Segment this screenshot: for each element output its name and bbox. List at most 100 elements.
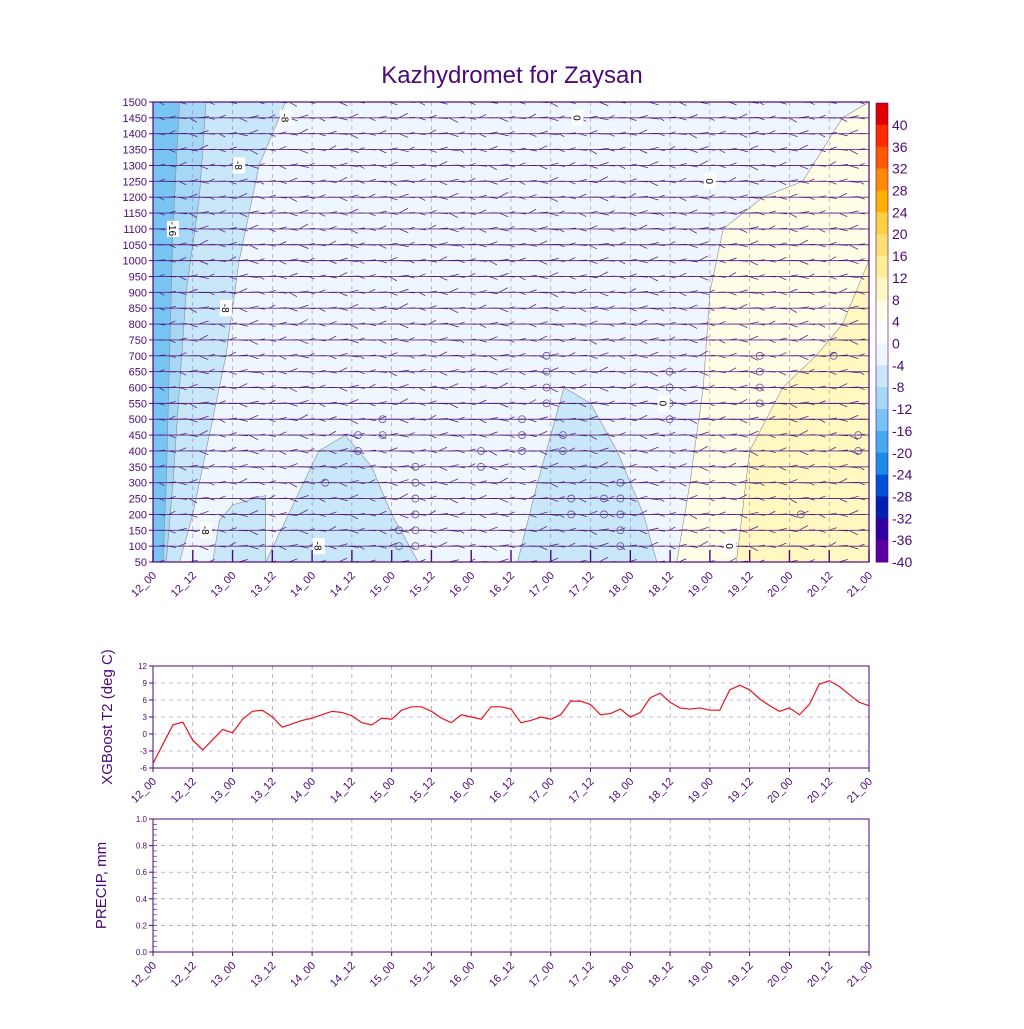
- colorbar-segment: [876, 278, 888, 300]
- colorbar-segment: [876, 103, 888, 125]
- colorbar-label: 24: [892, 204, 908, 220]
- y-tick-label: 900: [129, 287, 147, 299]
- colorbar-label: 36: [892, 139, 908, 155]
- barb: [869, 134, 875, 137]
- y-tick-label: 1200: [123, 192, 147, 204]
- colorbar-label: 32: [892, 161, 908, 177]
- y-axis-label: PRECIP, mm: [93, 842, 110, 929]
- contour-label: -16: [166, 221, 179, 237]
- y-tick-label: 1300: [123, 160, 147, 172]
- x-tick-label: 12_12: [169, 776, 199, 806]
- x-tick-label: 15_12: [407, 570, 437, 600]
- y-tick-label: 1000: [123, 256, 147, 268]
- contour-label-text: -8: [219, 304, 230, 313]
- barb: [869, 276, 876, 277]
- barb: [499, 97, 508, 102]
- x-tick-label: 19_12: [726, 960, 756, 990]
- x-tick-label: 12_12: [169, 960, 199, 990]
- colorbar-label: -28: [892, 489, 912, 505]
- barb: [869, 180, 876, 181]
- colorbar-segment: [876, 322, 888, 344]
- x-tick-label: 14_12: [328, 776, 358, 806]
- temperature-shading: [153, 102, 869, 562]
- barb: [869, 324, 875, 327]
- barb: [869, 466, 876, 467]
- barb: [869, 371, 876, 372]
- x-tick-label: 17_00: [527, 960, 557, 990]
- y-tick-label: 550: [129, 398, 147, 410]
- y-tick-label: 3: [143, 713, 148, 722]
- temperature-cross-section: -16-8-8-8-8-8000050100150200250300350400…: [123, 97, 876, 600]
- x-tick-label: 16_00: [447, 776, 477, 806]
- contour-label: 0: [723, 538, 736, 554]
- x-tick-label: 15_12: [407, 776, 437, 806]
- x-tick-label: 19_12: [726, 776, 756, 806]
- x-tick-label: 18_00: [606, 960, 636, 990]
- x-tick-label: 13_00: [209, 570, 239, 600]
- y-tick-label: 450: [129, 430, 147, 442]
- x-tick-label: 20_12: [805, 776, 835, 806]
- y-tick-label: 400: [129, 446, 147, 458]
- y-tick-label: 0.4: [136, 895, 148, 904]
- barb: [869, 115, 875, 118]
- colorbar-segment: [876, 147, 888, 169]
- colorbar-segment: [876, 125, 888, 147]
- x-tick-label: 12_12: [169, 570, 199, 600]
- y-tick-label: 0.8: [136, 842, 148, 851]
- barb: [869, 514, 875, 517]
- x-tick-label: 13_12: [248, 570, 278, 600]
- y-tick-label: -3: [140, 747, 148, 756]
- contour-label-text: -8: [232, 161, 243, 170]
- colorbar-label: 0: [892, 336, 900, 352]
- colorbar-label: -8: [892, 379, 905, 395]
- y-tick-label: 12: [138, 662, 147, 671]
- colorbar-label: -20: [892, 445, 912, 461]
- colorbar-segment: [876, 409, 888, 431]
- x-tick-label: 13_00: [209, 960, 239, 990]
- y-tick-label: 1.0: [136, 815, 148, 824]
- y-tick-label: 1100: [123, 224, 147, 236]
- barb: [869, 495, 875, 498]
- x-tick-label: 15_00: [368, 570, 398, 600]
- x-tick-label: 14_12: [328, 960, 358, 990]
- y-tick-label: 350: [129, 462, 147, 474]
- x-tick-label: 20_00: [765, 570, 795, 600]
- colorbar-label: 8: [892, 292, 900, 308]
- colorbar-segment: [876, 256, 888, 278]
- y-tick-label: 6: [143, 696, 148, 705]
- y-tick-label: -6: [140, 764, 148, 773]
- y-tick-label: 200: [129, 509, 147, 521]
- y-tick-label: 150: [129, 525, 147, 537]
- contour-label: -8: [312, 538, 325, 554]
- contour-label-text: -16: [166, 222, 177, 237]
- x-tick-label: 15_00: [368, 960, 398, 990]
- colorbar-segment: [876, 212, 888, 234]
- colorbar-label: 28: [892, 183, 908, 199]
- barb: [869, 530, 876, 532]
- y-tick-label: 9: [143, 679, 148, 688]
- x-tick-label: 19_12: [726, 570, 756, 600]
- y-tick-label: 1500: [123, 97, 147, 109]
- colorbar-label: 4: [892, 314, 900, 330]
- colorbar-label: -36: [892, 532, 912, 548]
- contour-label-text: 0: [570, 115, 581, 121]
- y-tick-label: 700: [129, 351, 147, 363]
- x-tick-label: 18_00: [606, 776, 636, 806]
- y-tick-label: 0.2: [136, 921, 148, 930]
- colorbar-segment: [876, 234, 888, 256]
- x-tick-label: 14_12: [328, 570, 358, 600]
- y-tick-label: 250: [129, 494, 147, 506]
- colorbar-label: -24: [892, 467, 912, 483]
- x-tick-label: 21_00: [845, 960, 875, 990]
- barb: [869, 305, 875, 308]
- x-tick-label: 16_12: [487, 960, 517, 990]
- colorbar-label: -16: [892, 423, 912, 439]
- y-tick-label: 600: [129, 383, 147, 395]
- y-tick-label: 800: [129, 319, 147, 331]
- contour-label: 0: [570, 110, 583, 126]
- x-tick-label: 20_00: [765, 776, 795, 806]
- x-tick-label: 21_00: [845, 776, 875, 806]
